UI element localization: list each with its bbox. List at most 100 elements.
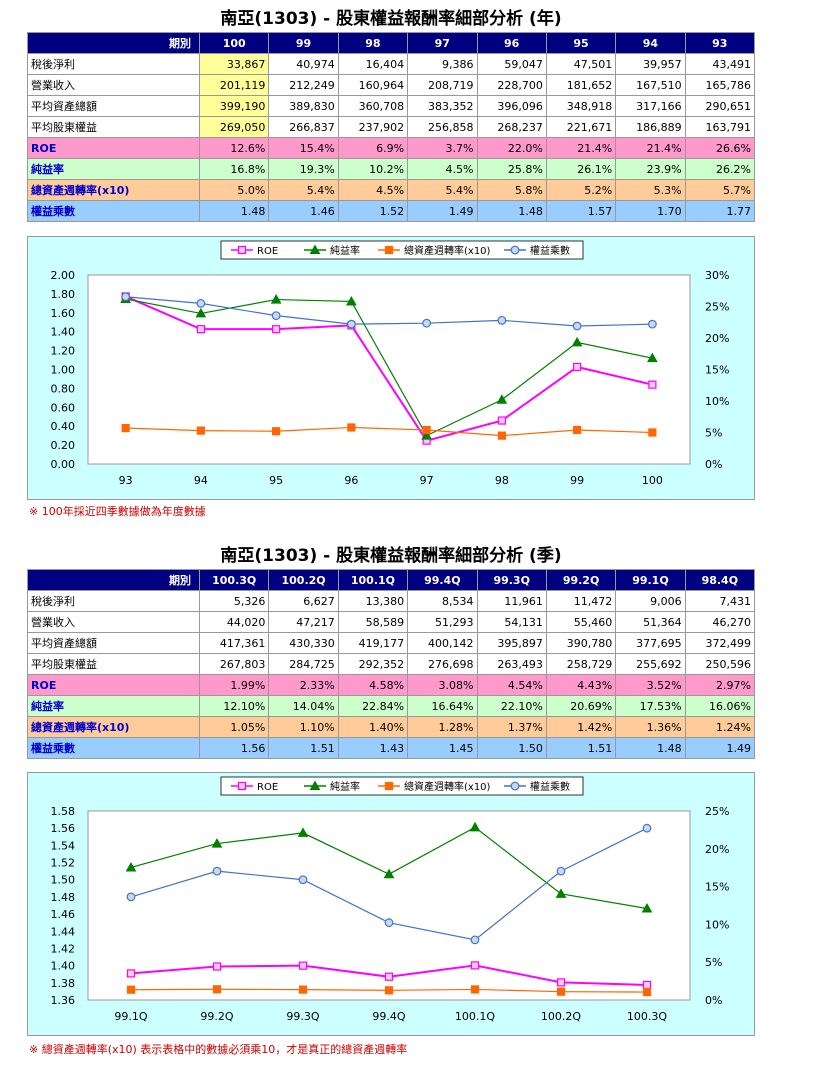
- annual-legend-label: 純益率: [330, 244, 360, 257]
- row-label: 平均股東權益: [27, 653, 200, 675]
- table-cell: 1.99%: [198, 674, 270, 696]
- annual-header-row: 期別 100 99 98 97 96 95 94 93: [27, 32, 756, 54]
- table-cell: 5,326: [198, 590, 270, 612]
- annual-data-point: [421, 430, 432, 440]
- quarterly-data-point: [212, 985, 222, 994]
- annual-xtick: 94: [194, 474, 208, 487]
- table-cell: 9,006: [615, 590, 686, 612]
- table-row-net-margin: 純益率 16.8% 19.3% 10.2% 4.5% 25.8% 26.1% 2…: [27, 158, 756, 180]
- annual-ytick-right: 30%: [705, 269, 729, 282]
- table-cell: 255,692: [615, 653, 686, 675]
- table-cell: 19.3%: [268, 158, 339, 180]
- table-row-equity-multiplier: 權益乘數 1.48 1.46 1.52 1.49 1.48 1.57 1.70 …: [27, 200, 756, 222]
- table-cell: 47,501: [545, 53, 617, 75]
- table-cell: 3.7%: [407, 137, 478, 159]
- annual-period: 93: [684, 32, 756, 54]
- quarterly-ytick-left: 1.48: [51, 891, 76, 904]
- annual-period: 97: [407, 32, 478, 54]
- table-cell: 3.08%: [407, 674, 478, 696]
- quarterly-ytick-right: 20%: [705, 843, 729, 856]
- quarterly-legend-label: 總資產週轉率(x10): [404, 780, 491, 793]
- table-cell: 9,386: [407, 53, 478, 75]
- quarterly-data-point: [212, 866, 222, 876]
- table-cell: 390,780: [545, 632, 617, 654]
- annual-xtick: 100: [642, 474, 663, 487]
- annual-ytick-left: 0.40: [51, 420, 76, 433]
- table-cell: 1.46: [268, 200, 339, 222]
- table-cell: 11,472: [545, 590, 617, 612]
- row-label: 平均資產總額: [27, 632, 200, 654]
- table-cell: 5.7%: [684, 179, 756, 201]
- table-cell: 228,700: [476, 74, 547, 96]
- quarterly-ytick-left: 1.54: [51, 839, 76, 852]
- table-cell: 4.54%: [476, 674, 547, 696]
- table-cell: 1.05%: [198, 716, 270, 738]
- annual-data-point: [422, 318, 432, 328]
- quarterly-period: 99.4Q: [407, 569, 478, 591]
- table-cell: 1.50: [476, 737, 547, 759]
- annual-data-point: [346, 295, 357, 306]
- table-cell: 389,830: [268, 95, 339, 117]
- table-cell: 59,047: [476, 53, 547, 75]
- annual-period: 100: [198, 32, 270, 54]
- table-cell: 8,534: [407, 590, 478, 612]
- table-cell: 1.10%: [268, 716, 339, 738]
- annual-data-point: [196, 426, 205, 435]
- annual-header-label: 期別: [27, 32, 200, 54]
- table-cell: 16,404: [337, 53, 409, 75]
- quarterly-data-point: [211, 838, 223, 848]
- table-cell: 23.9%: [615, 158, 686, 180]
- table-cell: 237,902: [337, 116, 409, 138]
- table-cell: 58,589: [337, 611, 409, 633]
- table-cell: 16.06%: [684, 695, 756, 717]
- row-label: 營業收入: [27, 611, 200, 633]
- quarterly-ytick-right: 10%: [705, 918, 729, 931]
- quarterly-ytick-left: 1.58: [51, 805, 76, 818]
- annual-ytick-right: 25%: [705, 301, 729, 314]
- table-cell: 4.43%: [545, 674, 617, 696]
- table-cell: 16.8%: [198, 158, 270, 180]
- annual-ytick-right: 15%: [705, 364, 729, 377]
- quarterly-ytick-left: 1.50: [51, 874, 76, 887]
- quarterly-data-point: [126, 985, 136, 994]
- quarterly-note: ※ 總資產週轉率(x10) 表示表格中的數據必須乘10，才是真正的總資產週轉率: [29, 1043, 408, 1056]
- row-label: 權益乘數: [27, 200, 200, 222]
- table-cell: 1.51: [268, 737, 339, 759]
- quarterly-title: 南亞(1303) - 股東權益報酬率細部分析 (季): [220, 546, 562, 566]
- annual-section: 南亞(1303) - 股東權益報酬率細部分析 (年) 期別 100 99 98 …: [27, 6, 756, 222]
- table-cell: 160,964: [337, 74, 409, 96]
- annual-period: 94: [615, 32, 686, 54]
- quarterly-data-point: [125, 861, 137, 872]
- annual-table: 期別 100 99 98 97 96 95 94 93 稅後淨利 33,867 …: [27, 32, 756, 222]
- table-cell: 43,491: [684, 53, 756, 75]
- annual-data-point: [195, 307, 207, 318]
- quarterly-data-point: [470, 935, 480, 945]
- annual-data-point: [497, 416, 506, 425]
- annual-ytick-left: 1.00: [51, 364, 76, 377]
- annual-ytick-right: 5%: [705, 427, 722, 440]
- annual-xtick: 95: [269, 474, 283, 487]
- quarterly-data-point: [469, 821, 481, 832]
- annual-data-point: [573, 362, 582, 372]
- table-cell: 1.24%: [684, 716, 756, 738]
- table-row: 營業收入 44,020 47,217 58,589 51,293 54,131 …: [27, 611, 756, 633]
- annual-legend-label: ROE: [257, 246, 278, 257]
- table-cell: 46,270: [684, 611, 756, 633]
- table-cell: 26.1%: [545, 158, 617, 180]
- table-cell: 1.48: [476, 200, 547, 222]
- table-cell: 269,050: [198, 116, 270, 138]
- table-cell: 33,867: [198, 53, 270, 75]
- quarterly-ytick-right: 0%: [705, 994, 722, 1007]
- table-cell: 20.69%: [545, 695, 617, 717]
- annual-series-line: [125, 295, 653, 442]
- row-label: 純益率: [27, 158, 200, 180]
- annual-data-point: [271, 311, 281, 321]
- table-cell: 1.52: [337, 200, 409, 222]
- annual-xtick: 99: [570, 474, 584, 487]
- table-cell: 290,651: [684, 95, 756, 117]
- table-cell: 5.4%: [407, 179, 478, 201]
- annual-data-point: [496, 394, 508, 404]
- table-cell: 5.4%: [268, 179, 339, 201]
- quarterly-legend-label: 純益率: [330, 780, 360, 793]
- table-row-net-margin: 純益率 12.10% 14.04% 22.84% 16.64% 22.10% 2…: [27, 695, 756, 717]
